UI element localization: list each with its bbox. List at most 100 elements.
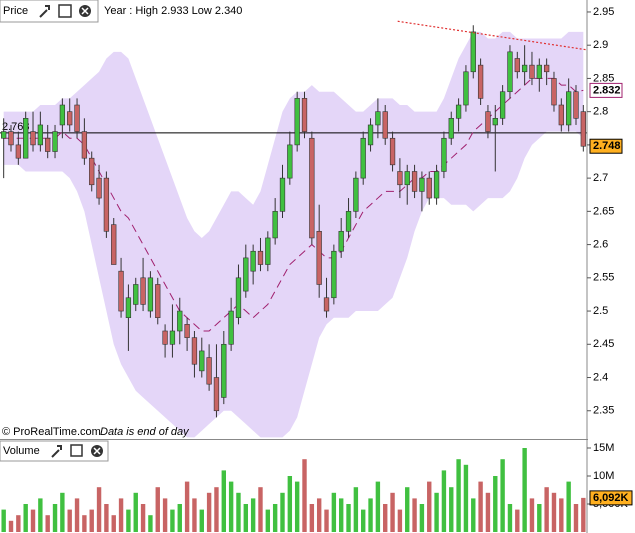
- volume-bar: [1, 509, 6, 532]
- volume-label: Volume: [3, 445, 40, 457]
- candle-body: [404, 171, 410, 186]
- volume-bar: [258, 487, 263, 532]
- candle-body: [206, 357, 212, 385]
- candle-body: [8, 131, 14, 146]
- volume-bar: [287, 476, 293, 532]
- volume-bar: [316, 498, 322, 532]
- candle-body: [228, 310, 234, 345]
- credit: © ProRealTime.com: [2, 426, 101, 438]
- y-tick-label: 2.85: [593, 72, 614, 84]
- volume-bar: [331, 492, 337, 532]
- volume-bar: [551, 492, 557, 532]
- y-tick-label: 10M: [593, 470, 614, 482]
- candle-body: [243, 257, 249, 292]
- volume-bar: [192, 498, 197, 532]
- volume-bar: [67, 509, 72, 532]
- maximize-icon[interactable]: [58, 4, 72, 18]
- value-tag: [589, 82, 623, 98]
- candle-body: [52, 131, 58, 152]
- candle-body: [287, 144, 293, 179]
- volume-bar: [405, 487, 410, 532]
- volume-bar: [522, 448, 527, 532]
- price-panel: 2.768: [0, 20, 588, 438]
- candle-body: [536, 64, 542, 79]
- volume-bar: [375, 481, 381, 532]
- volume-bar: [126, 509, 131, 532]
- settings-icon[interactable]: [51, 445, 62, 458]
- volume-bar: [566, 481, 571, 532]
- volume-bar: [214, 487, 219, 532]
- candle-body: [15, 144, 21, 159]
- value-tag-label: 2.748: [593, 140, 621, 152]
- volume-bar: [162, 498, 168, 532]
- volume-bar: [471, 498, 476, 532]
- y-tick-label: 2.65: [593, 205, 614, 217]
- candle-body: [448, 118, 454, 139]
- candle-body: [184, 324, 190, 338]
- candle-body: [514, 58, 520, 73]
- close-icon[interactable]: [91, 445, 103, 457]
- volume-bar: [346, 504, 351, 532]
- y-tick-label: 2.8: [593, 106, 608, 118]
- volume-bar: [397, 509, 403, 532]
- candle-body: [147, 277, 154, 312]
- volume-bar: [96, 487, 102, 532]
- maximize-icon[interactable]: [70, 444, 83, 457]
- volume-bar: [412, 498, 417, 532]
- candle-body: [118, 270, 124, 312]
- candle-body: [45, 137, 51, 152]
- volume-bar: [23, 504, 28, 532]
- volume-bar: [383, 504, 388, 532]
- candle-body: [331, 250, 337, 299]
- volume-bar: [221, 470, 226, 532]
- settings-icon[interactable]: [39, 5, 50, 18]
- candle-body: [353, 177, 359, 212]
- volume-bar: [265, 509, 271, 532]
- volume-bar: [361, 509, 366, 532]
- volume-bar: [338, 498, 344, 532]
- candle-body: [294, 98, 300, 146]
- candle-body: [250, 250, 256, 272]
- price-header-box: [0, 0, 99, 23]
- candle-body: [213, 377, 220, 412]
- volume-bar: [309, 504, 315, 532]
- y-tick-label: 2.9: [593, 39, 608, 51]
- y-tick-label: 2.4: [593, 371, 608, 383]
- y-tick-label: 2.55: [593, 272, 614, 284]
- candle-body: [133, 284, 139, 305]
- value-tag-label: 2.832: [593, 84, 621, 96]
- y-tick-label: 2.95: [593, 6, 614, 18]
- volume-bar: [573, 504, 579, 532]
- volume-bar: [390, 492, 395, 532]
- volume-bar: [441, 470, 447, 532]
- candle-body: [191, 337, 198, 365]
- candle-body: [455, 104, 462, 119]
- y-tick-label: 2.35: [593, 405, 614, 417]
- volume-bar: [104, 504, 109, 532]
- volume-bar: [89, 509, 94, 532]
- volume-bar: [493, 476, 498, 532]
- y-tick-label: 2.7: [593, 172, 608, 184]
- candle-body: [426, 177, 432, 199]
- candle-body: [177, 310, 183, 332]
- volume-bar: [500, 459, 505, 532]
- candle-body: [411, 171, 418, 192]
- volume-bar: [529, 498, 535, 532]
- candle-body: [67, 111, 73, 126]
- volume-bar: [30, 509, 36, 532]
- candle-body: [338, 230, 344, 252]
- close-icon[interactable]: [79, 5, 91, 17]
- candle-body: [81, 131, 88, 159]
- volume-bar: [38, 498, 43, 532]
- candle-body: [23, 118, 29, 159]
- volume-bar: [324, 509, 329, 532]
- volume-bar: [177, 504, 182, 532]
- volume-bar: [478, 481, 483, 532]
- volume-bar: [133, 492, 138, 532]
- volume-bar: [456, 459, 461, 532]
- candle-body: [551, 78, 557, 106]
- volume-bar: [82, 515, 87, 532]
- volume-bar: [302, 459, 307, 532]
- volume-bar: [155, 487, 160, 532]
